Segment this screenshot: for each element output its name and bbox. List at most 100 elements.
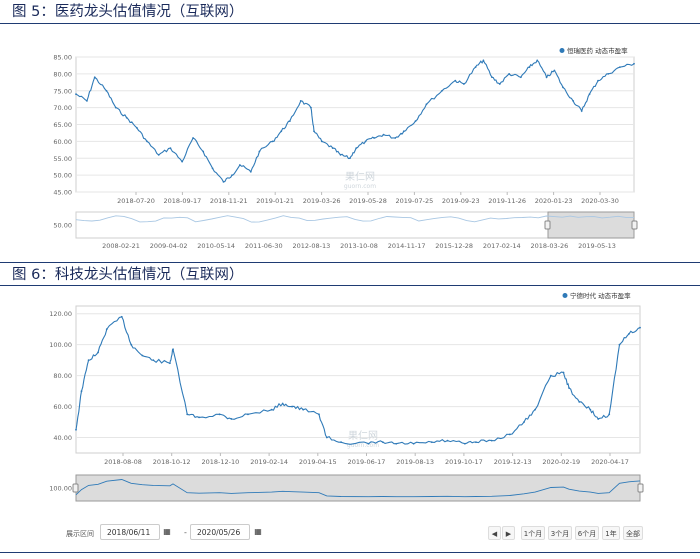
data-point (608, 413, 611, 416)
range-button-3m[interactable]: 3个月 (548, 526, 572, 540)
calendar-icon[interactable]: ▦ (163, 527, 171, 536)
data-point (597, 79, 600, 82)
data-point (281, 402, 284, 405)
data-point (152, 359, 155, 362)
data-point (491, 76, 493, 79)
data-point (211, 167, 214, 170)
prev-page-icon[interactable]: ◀ (488, 526, 501, 540)
x-tick-label: 2019-09-23 (442, 197, 480, 205)
y-tick-label: 120.00 (49, 310, 72, 318)
data-point (588, 93, 591, 96)
data-point (280, 130, 283, 133)
y-tick-label: 60.00 (53, 403, 72, 411)
range-button-6m[interactable]: 6个月 (575, 526, 599, 540)
data-point (508, 72, 511, 75)
data-point (238, 164, 241, 166)
data-point (414, 120, 417, 123)
data-point (367, 442, 370, 445)
series-line (75, 59, 635, 183)
data-point (364, 140, 367, 143)
data-point (299, 99, 302, 102)
data-point (394, 137, 397, 139)
legend-label: 恒瑞医药 动态市盈率 (567, 46, 628, 55)
navigator-x-tick-label: 2015-12-28 (435, 242, 473, 250)
x-tick-label: 2020-03-30 (581, 197, 619, 205)
navigator-y-label: 50.00 (53, 222, 72, 230)
y-tick-label: 40.00 (53, 434, 72, 442)
data-point (463, 442, 466, 445)
end-date-input[interactable]: 2020/05/26 (190, 524, 250, 540)
data-point (120, 315, 123, 318)
data-point (607, 72, 610, 75)
range-dash: - (184, 528, 187, 537)
data-point (381, 441, 384, 444)
x-tick-label: 2019-10-17 (445, 458, 483, 466)
navigator-x-tick-label: 2014-11-17 (388, 242, 426, 250)
x-tick-label: 2019-12-13 (494, 458, 532, 466)
data-point (340, 441, 342, 444)
navigator-y-label: 100.00 (49, 485, 72, 493)
watermark-url: guorn.com (344, 183, 376, 190)
data-point (125, 116, 128, 119)
data-point (271, 140, 274, 143)
data-point (402, 130, 405, 133)
data-point (519, 76, 522, 79)
next-page-icon[interactable]: ▶ (502, 526, 515, 540)
data-point (135, 126, 138, 129)
navigator-x-tick-label: 2011-06-30 (245, 242, 283, 250)
data-point (628, 332, 630, 335)
x-tick-label: 2019-01-21 (256, 197, 294, 205)
data-point (231, 174, 233, 177)
data-point (425, 103, 428, 106)
data-point (249, 170, 252, 173)
x-tick-label: 2020-04-17 (591, 458, 629, 466)
start-date-input[interactable]: 2018/06/11 (100, 524, 160, 540)
y-tick-label: 80.00 (53, 372, 72, 380)
data-point (93, 76, 96, 79)
data-point (114, 106, 117, 109)
data-point (395, 442, 398, 445)
data-point (218, 413, 221, 416)
bottom-rule (0, 552, 700, 553)
data-point (475, 441, 477, 444)
data-point (441, 89, 443, 92)
data-point (258, 150, 261, 153)
x-tick-label: 2019-08-13 (396, 458, 434, 466)
data-point (580, 110, 583, 112)
data-point (633, 62, 635, 65)
navigator-line (75, 479, 641, 498)
data-point (318, 413, 320, 416)
range-button-all[interactable]: 全部 (623, 526, 643, 540)
data-point (562, 86, 564, 89)
calendar-icon[interactable]: ▦ (254, 527, 262, 536)
data-point (202, 150, 205, 153)
data-point (482, 59, 485, 62)
range-button-1y[interactable]: 1年 (602, 526, 620, 540)
y-tick-label: 65.00 (53, 121, 72, 129)
data-point (508, 433, 511, 436)
data-point (534, 408, 536, 411)
data-point (302, 408, 305, 411)
figure-5-title: 图 5：医药龙头估值情况（互联网） (0, 0, 700, 24)
data-point (270, 408, 273, 411)
data-point (181, 160, 184, 163)
data-point (355, 147, 358, 150)
data-point (168, 362, 171, 365)
navigator-line (75, 215, 634, 223)
data-point (230, 418, 233, 420)
x-tick-label: 2019-07-25 (396, 197, 434, 205)
data-point (498, 83, 501, 85)
y-tick-label: 85.00 (53, 54, 72, 62)
series-line (75, 316, 641, 445)
range-button-1m[interactable]: 1个月 (521, 526, 545, 540)
x-tick-label: 2020-02-19 (542, 458, 580, 466)
x-tick-label: 2018-07-20 (117, 197, 155, 205)
data-point (373, 137, 376, 139)
x-tick-label: 2018-11-21 (210, 197, 248, 205)
data-point (339, 153, 342, 156)
data-point (80, 390, 83, 393)
data-point (639, 326, 641, 329)
navigator-x-tick-label: 2017-02-14 (483, 242, 521, 250)
x-tick-label: 2019-02-14 (250, 458, 288, 466)
y-tick-label: 80.00 (53, 70, 72, 78)
